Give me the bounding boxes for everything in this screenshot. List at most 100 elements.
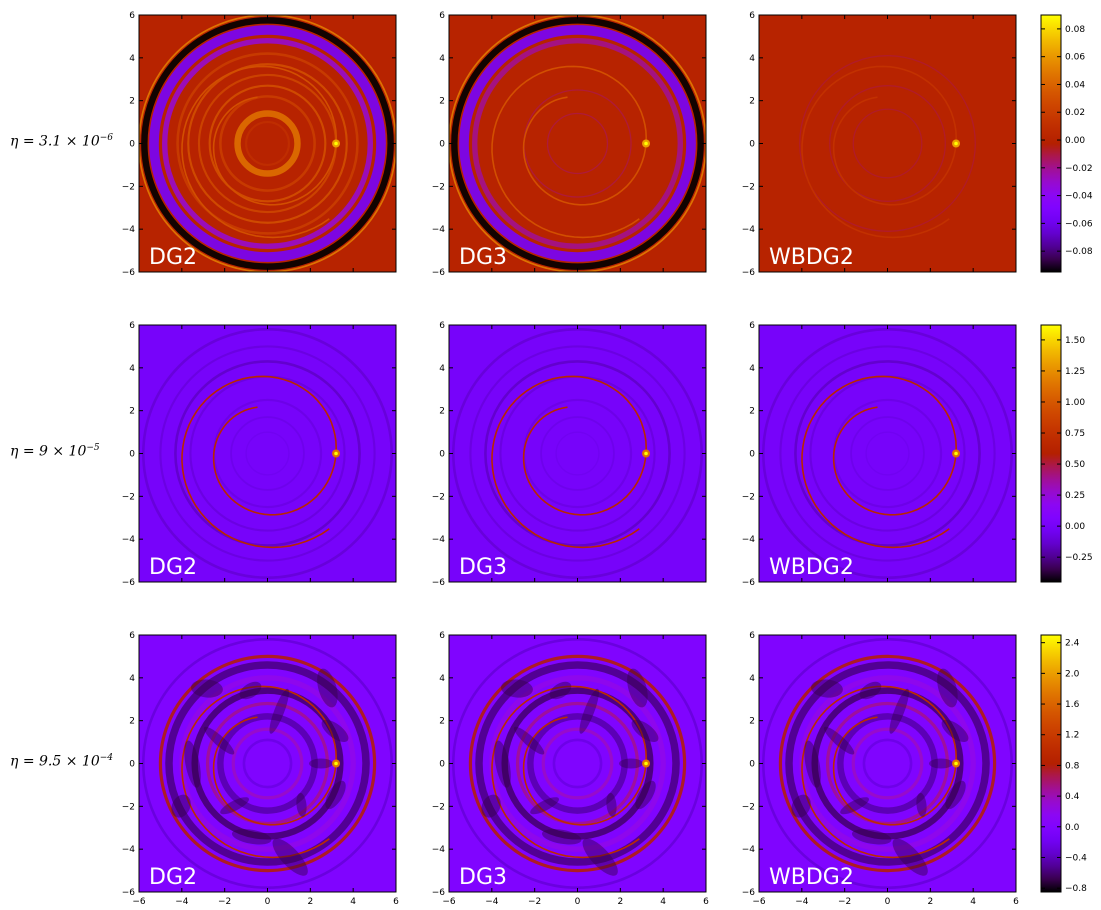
- y-tick-label: −6: [432, 888, 446, 898]
- spiral-wake-inner: [522, 96, 647, 206]
- y-tick-label: −6: [432, 578, 446, 588]
- density-ring: [208, 84, 327, 203]
- y-tick-label: 6: [749, 321, 755, 331]
- x-tick-label: 6: [1013, 897, 1019, 907]
- density-ring: [552, 738, 603, 789]
- x-tick-label: −2: [528, 897, 541, 907]
- density-ring: [174, 360, 361, 547]
- colorbar-tick-label: 0.8: [1065, 761, 1080, 771]
- vortex-patch: [269, 688, 290, 734]
- y-tick-label: −6: [742, 578, 756, 588]
- spiral-wake-outer: [181, 685, 338, 859]
- x-tick-label: 2: [307, 897, 313, 907]
- vortex-patch: [549, 681, 572, 700]
- heatmap-background: [759, 325, 1016, 582]
- y-tick-label: 4: [129, 674, 135, 684]
- y-tick-label: 0: [749, 140, 755, 150]
- panel-wbdg2-row2: 6 4 2 0 −2 −4 −6 WBDG2: [742, 321, 1017, 588]
- spiral-wake-outer: [801, 375, 958, 549]
- density-ring: [475, 661, 680, 866]
- vortex-patch: [184, 740, 201, 788]
- y-tick-label: −6: [122, 888, 136, 898]
- x-tick-label: −4: [795, 897, 809, 907]
- colorbar-tick-label: 2.4: [1065, 639, 1080, 649]
- spiral-wake-outer: [801, 685, 958, 859]
- y-tick-label: 4: [129, 364, 135, 374]
- colorbar-tick-label: −0.06: [1065, 219, 1093, 229]
- density-ring: [785, 661, 990, 866]
- y-tick-label: −4: [432, 225, 446, 235]
- x-tick-label: 4: [350, 897, 356, 907]
- colorbar-tick-label: 0.00: [1065, 522, 1085, 532]
- colorbar-tick-label: 1.2: [1065, 731, 1079, 741]
- density-ring: [541, 727, 614, 800]
- panel-label: DG3: [459, 245, 507, 270]
- density-ring: [468, 654, 687, 873]
- y-tick-label: 2: [439, 717, 445, 727]
- row-label-text: η = 3.1 × 10: [10, 133, 100, 150]
- y-tick-label: 4: [749, 54, 755, 64]
- density-ring: [865, 431, 910, 476]
- density-ring: [141, 327, 394, 580]
- colorbar-gradient: [1040, 14, 1062, 273]
- density-ring: [230, 416, 305, 491]
- planet-marker: [334, 141, 338, 146]
- density-ring: [159, 345, 376, 562]
- density-ring: [217, 713, 318, 814]
- panel-label: DG2: [149, 245, 197, 270]
- x-tick-label: 4: [660, 897, 666, 907]
- vortex-patch: [804, 740, 821, 788]
- vortex-patch: [916, 792, 927, 817]
- vortex-patch: [481, 794, 501, 818]
- y-tick-label: −2: [742, 802, 755, 812]
- vortex-patch: [941, 719, 969, 743]
- vortex-patch: [321, 719, 349, 743]
- y-tick-label: −2: [122, 802, 135, 812]
- density-ring: [555, 431, 600, 476]
- x-tick-label: −2: [838, 897, 851, 907]
- density-ring: [527, 713, 628, 814]
- density-ring: [501, 687, 654, 840]
- density-ring: [451, 327, 704, 580]
- vortex-patch: [296, 792, 307, 817]
- vortex-patch: [541, 829, 582, 845]
- row-label-eta: η = 3.1 × 10−6: [10, 133, 113, 150]
- colorbar-tick-label: −0.08: [1065, 247, 1093, 257]
- y-tick-label: 6: [129, 321, 135, 331]
- panel-label: DG2: [149, 555, 197, 580]
- colorbar-tick-label: 1.00: [1065, 398, 1085, 408]
- y-tick-label: 6: [129, 631, 135, 641]
- y-tick-label: 0: [129, 760, 135, 770]
- vortex-patch: [231, 829, 272, 845]
- y-tick-label: −6: [122, 578, 136, 588]
- planet-marker: [334, 761, 338, 766]
- planet-marker: [334, 451, 338, 456]
- density-ring: [515, 701, 640, 826]
- y-tick-label: 2: [439, 407, 445, 417]
- y-tick-label: −6: [432, 268, 446, 278]
- density-ring: [141, 17, 394, 270]
- heatmap-background: [449, 635, 706, 892]
- x-tick-label: 0: [265, 897, 271, 907]
- y-tick-label: 0: [129, 140, 135, 150]
- colorbar-tick-label: 0.75: [1065, 429, 1085, 439]
- density-ring: [851, 727, 924, 800]
- row-label-text: η = 9.5 × 10: [10, 753, 100, 770]
- x-tick-label: 0: [885, 897, 891, 907]
- colorbar-gradient: [1040, 324, 1062, 583]
- row-label-exponent: −5: [86, 443, 100, 453]
- colorbar-tick-label: 2.0: [1065, 669, 1080, 679]
- density-ring: [162, 38, 373, 249]
- panel-dg3-row1: 6 4 2 0 −2 −4 −6 DG3: [432, 11, 707, 278]
- y-tick-label: 2: [749, 717, 755, 727]
- density-ring: [850, 416, 925, 491]
- y-tick-label: −2: [432, 182, 445, 192]
- row-label-eta: η = 9 × 10−5: [10, 443, 100, 460]
- y-tick-label: 6: [129, 11, 135, 21]
- y-tick-label: 4: [439, 54, 445, 64]
- panel-dg3-row2: 6 4 2 0 −2 −4 −6 DG3: [432, 321, 707, 588]
- spiral-wake-inner: [522, 716, 647, 826]
- density-ring: [234, 110, 301, 177]
- colorbar-tick-label: 0.02: [1065, 108, 1085, 118]
- vortex-patch: [582, 838, 618, 876]
